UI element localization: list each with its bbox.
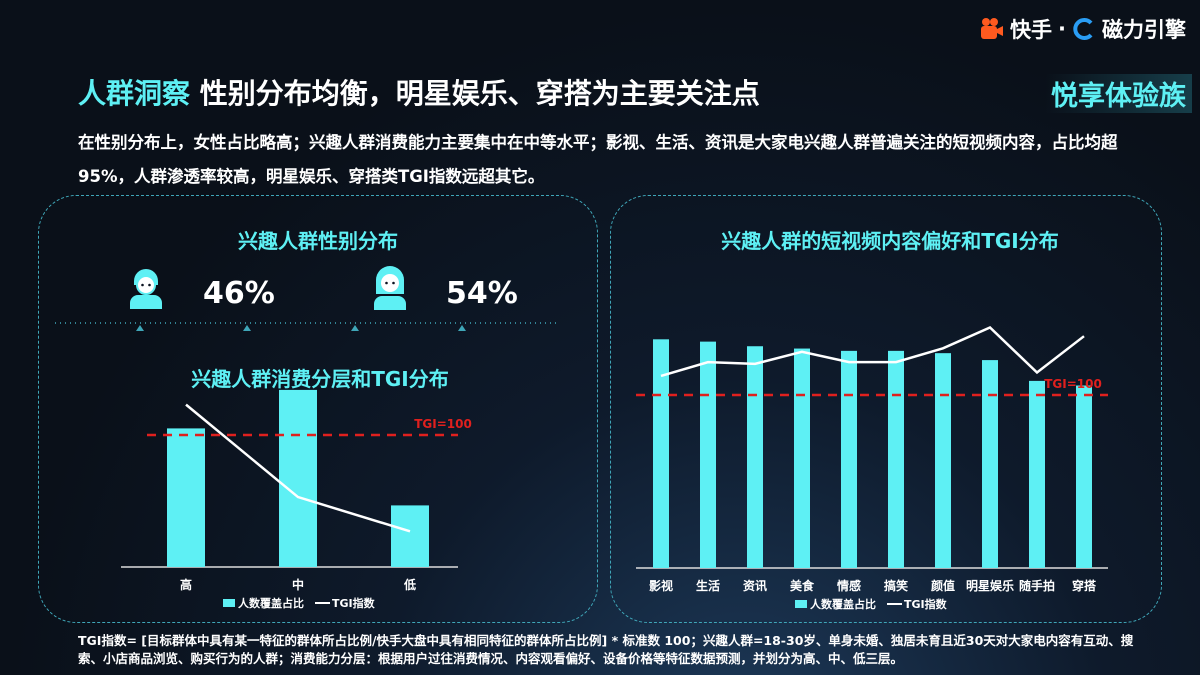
cili-engine-logo-icon bbox=[1073, 18, 1093, 40]
right-panel bbox=[610, 195, 1162, 623]
bar-低 bbox=[391, 505, 429, 567]
left-panel bbox=[38, 195, 598, 623]
persona-tag: 悦享体验族 bbox=[1045, 74, 1192, 113]
bar-美食 bbox=[794, 348, 810, 568]
bar-中 bbox=[279, 389, 317, 567]
bar-明星娱乐 bbox=[982, 360, 998, 568]
x-tick-label: 美食 bbox=[790, 578, 815, 593]
page-title: 人群洞察 性别分布均衡，明星娱乐、穿搭为主要关注点 bbox=[78, 72, 760, 112]
brand-separator: · bbox=[1058, 17, 1066, 41]
legend-bar-label: 人数覆盖占比 bbox=[238, 596, 304, 610]
x-tick-label: 颜值 bbox=[931, 578, 955, 593]
female-percentage: 54% bbox=[446, 276, 518, 311]
legend-bar-label: 人数覆盖占比 bbox=[810, 597, 876, 611]
legend-line-label: TGI指数 bbox=[332, 596, 376, 610]
bar-随手拍 bbox=[1029, 380, 1045, 568]
footnote: TGI指数= [目标群体中具有某一特征的群体所占比例/快手大盘中具有相同特征的群… bbox=[78, 633, 1134, 666]
x-tick-label: 穿搭 bbox=[1072, 578, 1097, 593]
kuaishou-logo-icon bbox=[981, 18, 1004, 39]
male-percentage: 46% bbox=[203, 276, 275, 311]
gender-title: 兴趣人群性别分布 bbox=[238, 229, 398, 253]
bar-生活 bbox=[700, 341, 716, 568]
summary-text: 在性别分布上，女性占比略高；兴趣人群消费能力主要集中在中等水平；影视、生活、资讯… bbox=[78, 133, 1118, 186]
chart2-title: 兴趣人群的短视频内容偏好和TGI分布 bbox=[721, 229, 1059, 253]
x-tick-label: 中 bbox=[292, 577, 304, 592]
bar-资讯 bbox=[747, 346, 763, 568]
bar-影视 bbox=[653, 339, 669, 568]
x-tick-label: 影视 bbox=[649, 578, 673, 593]
male-icon bbox=[130, 269, 162, 309]
x-tick-label: 明星娱乐 bbox=[966, 578, 1014, 593]
bar-颜值 bbox=[935, 353, 951, 568]
chart1-title: 兴趣人群消费分层和TGI分布 bbox=[191, 367, 449, 391]
x-tick-label: 资讯 bbox=[743, 578, 767, 593]
gender-divider bbox=[55, 322, 560, 331]
legend-line-label: TGI指数 bbox=[904, 597, 948, 611]
brand-cili: 磁力引擎 bbox=[1102, 18, 1186, 42]
tgi-reference-label: TGI=100 bbox=[414, 417, 472, 431]
bar-搞笑 bbox=[888, 350, 904, 568]
bar-情感 bbox=[841, 350, 857, 568]
x-tick-label: 情感 bbox=[837, 578, 861, 593]
title-main: 性别分布均衡，明星娱乐、穿搭为主要关注点 bbox=[199, 77, 760, 110]
bar-穿搭 bbox=[1076, 385, 1092, 568]
logo: 快手 · 磁力引擎 bbox=[978, 14, 1186, 44]
x-tick-label: 低 bbox=[403, 577, 416, 592]
tgi-line bbox=[660, 326, 1085, 378]
x-tick-label: 搞笑 bbox=[884, 578, 908, 593]
x-tick-label: 高 bbox=[180, 577, 192, 592]
bar-高 bbox=[167, 428, 205, 567]
x-tick-label: 生活 bbox=[696, 578, 720, 593]
tgi-reference-label: TGI=100 bbox=[1044, 377, 1102, 391]
brand-kuaishou: 快手 bbox=[1010, 18, 1053, 42]
legend-bar-swatch bbox=[223, 599, 235, 607]
title-highlight: 人群洞察 bbox=[78, 77, 191, 110]
legend-bar-swatch bbox=[795, 600, 807, 608]
x-tick-label: 随手拍 bbox=[1019, 578, 1055, 593]
female-icon bbox=[374, 266, 406, 310]
